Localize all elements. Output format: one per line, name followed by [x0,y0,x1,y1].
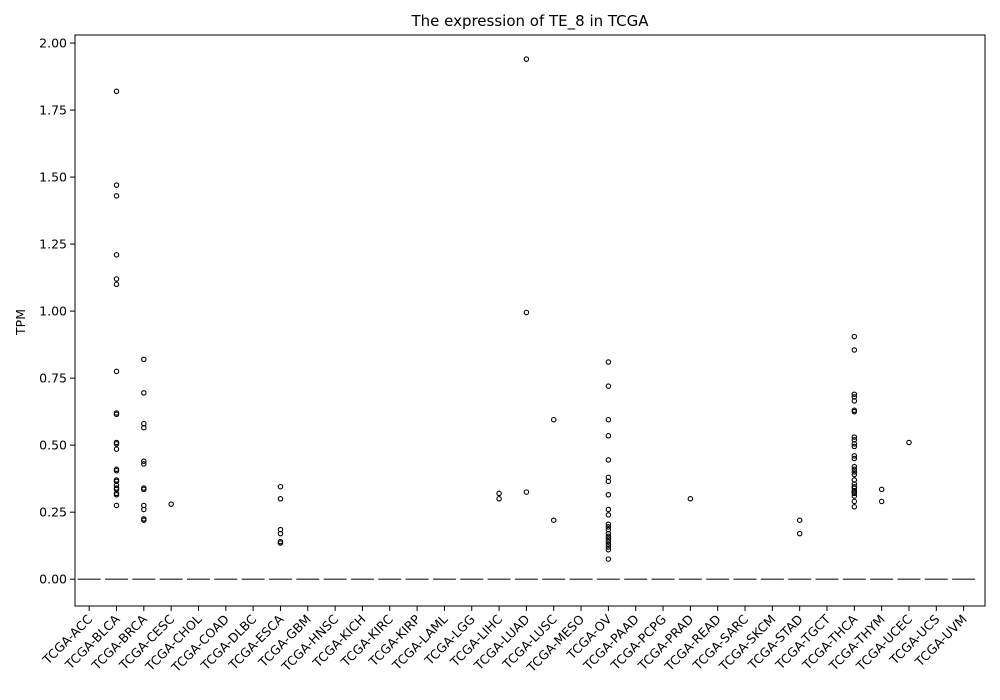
outlier-point [113,368,120,375]
outlier-point [141,458,147,464]
outlier-point [605,530,612,537]
outlier-point [605,512,612,518]
outlier-point [277,496,284,502]
outlier-point [605,533,612,540]
outlier-point [605,536,612,542]
outlier-point [141,424,147,431]
y-tick-label: 2.00 [39,36,67,51]
outlier-point [851,398,858,404]
outlier-point [113,252,120,258]
outlier-point [168,501,174,507]
outlier-point [141,517,147,523]
plot-area: 0.000.250.500.751.001.251.501.752.00TCGA… [39,36,976,676]
outlier-point [523,309,530,316]
outlier-point [851,443,858,450]
outlier-point [523,489,530,495]
outlier-point [605,457,612,463]
outlier-point [851,471,858,478]
outlier-point [113,411,120,418]
outlier-point [851,463,858,470]
outlier-point [605,416,612,423]
outlier-point [796,530,803,537]
outlier-point [851,455,858,462]
outlier-point [605,556,612,562]
y-tick-label: 0.50 [39,438,67,453]
outlier-point [605,478,612,485]
outlier-point [851,333,858,340]
outlier-point [113,276,120,282]
y-tick-label: 0.00 [39,572,67,587]
outlier-point [851,434,858,440]
chart-title: The expression of TE_8 in TCGA [410,12,649,31]
outlier-point [550,517,557,523]
outlier-point [605,491,612,498]
outlier-point [496,496,502,502]
outlier-point [851,408,858,415]
outlier-point [496,490,502,497]
outlier-point [113,281,120,288]
outlier-point [277,540,284,546]
outlier-point [523,56,530,62]
outlier-point [277,483,284,490]
outlier-point [851,493,858,499]
y-tick-label: 1.00 [39,304,67,319]
outlier-point [605,506,612,513]
outlier-point [113,182,120,188]
outlier-point [605,521,612,527]
outlier-point [605,524,612,530]
y-tick-label: 0.25 [39,505,67,520]
outlier-point [851,453,858,459]
outlier-point [878,486,885,493]
outlier-point [141,356,147,363]
y-axis-label: TPM [13,309,28,336]
y-tick-label: 1.25 [39,237,67,252]
y-tick-label: 1.75 [39,103,67,118]
outlier-point [605,359,612,365]
outlier-point [605,538,612,545]
outlier-point [277,530,284,537]
outlier-point [851,391,858,397]
outlier-point [851,490,858,497]
outlier-point [851,469,858,475]
outlier-point [851,498,858,505]
outlier-point [141,486,147,493]
outlier-point [605,541,612,548]
outlier-point [113,88,120,95]
outlier-point [113,467,120,474]
outlier-point [906,439,912,446]
y-tick-label: 1.50 [39,170,67,185]
outlier-point [796,517,803,523]
outlier-point [851,441,858,447]
outlier-point [113,446,120,452]
outlier-point [851,466,858,473]
outlier-point [113,491,120,498]
outlier-point [113,502,120,509]
outlier-point [113,441,120,447]
outlier-point [605,544,612,550]
outlier-point [141,506,147,513]
outlier-point [605,383,612,389]
plot-frame [74,34,986,607]
outlier-point [878,498,885,505]
outlier-point [113,193,120,199]
outlier-point [851,504,858,510]
outlier-point [141,461,147,467]
outlier-point [687,496,694,502]
outlier-point [851,347,858,353]
outlier-point [605,546,612,553]
outlier-point [141,390,147,396]
outlier-point [550,416,557,423]
outlier-point [605,433,612,439]
y-tick-label: 0.75 [39,371,67,386]
